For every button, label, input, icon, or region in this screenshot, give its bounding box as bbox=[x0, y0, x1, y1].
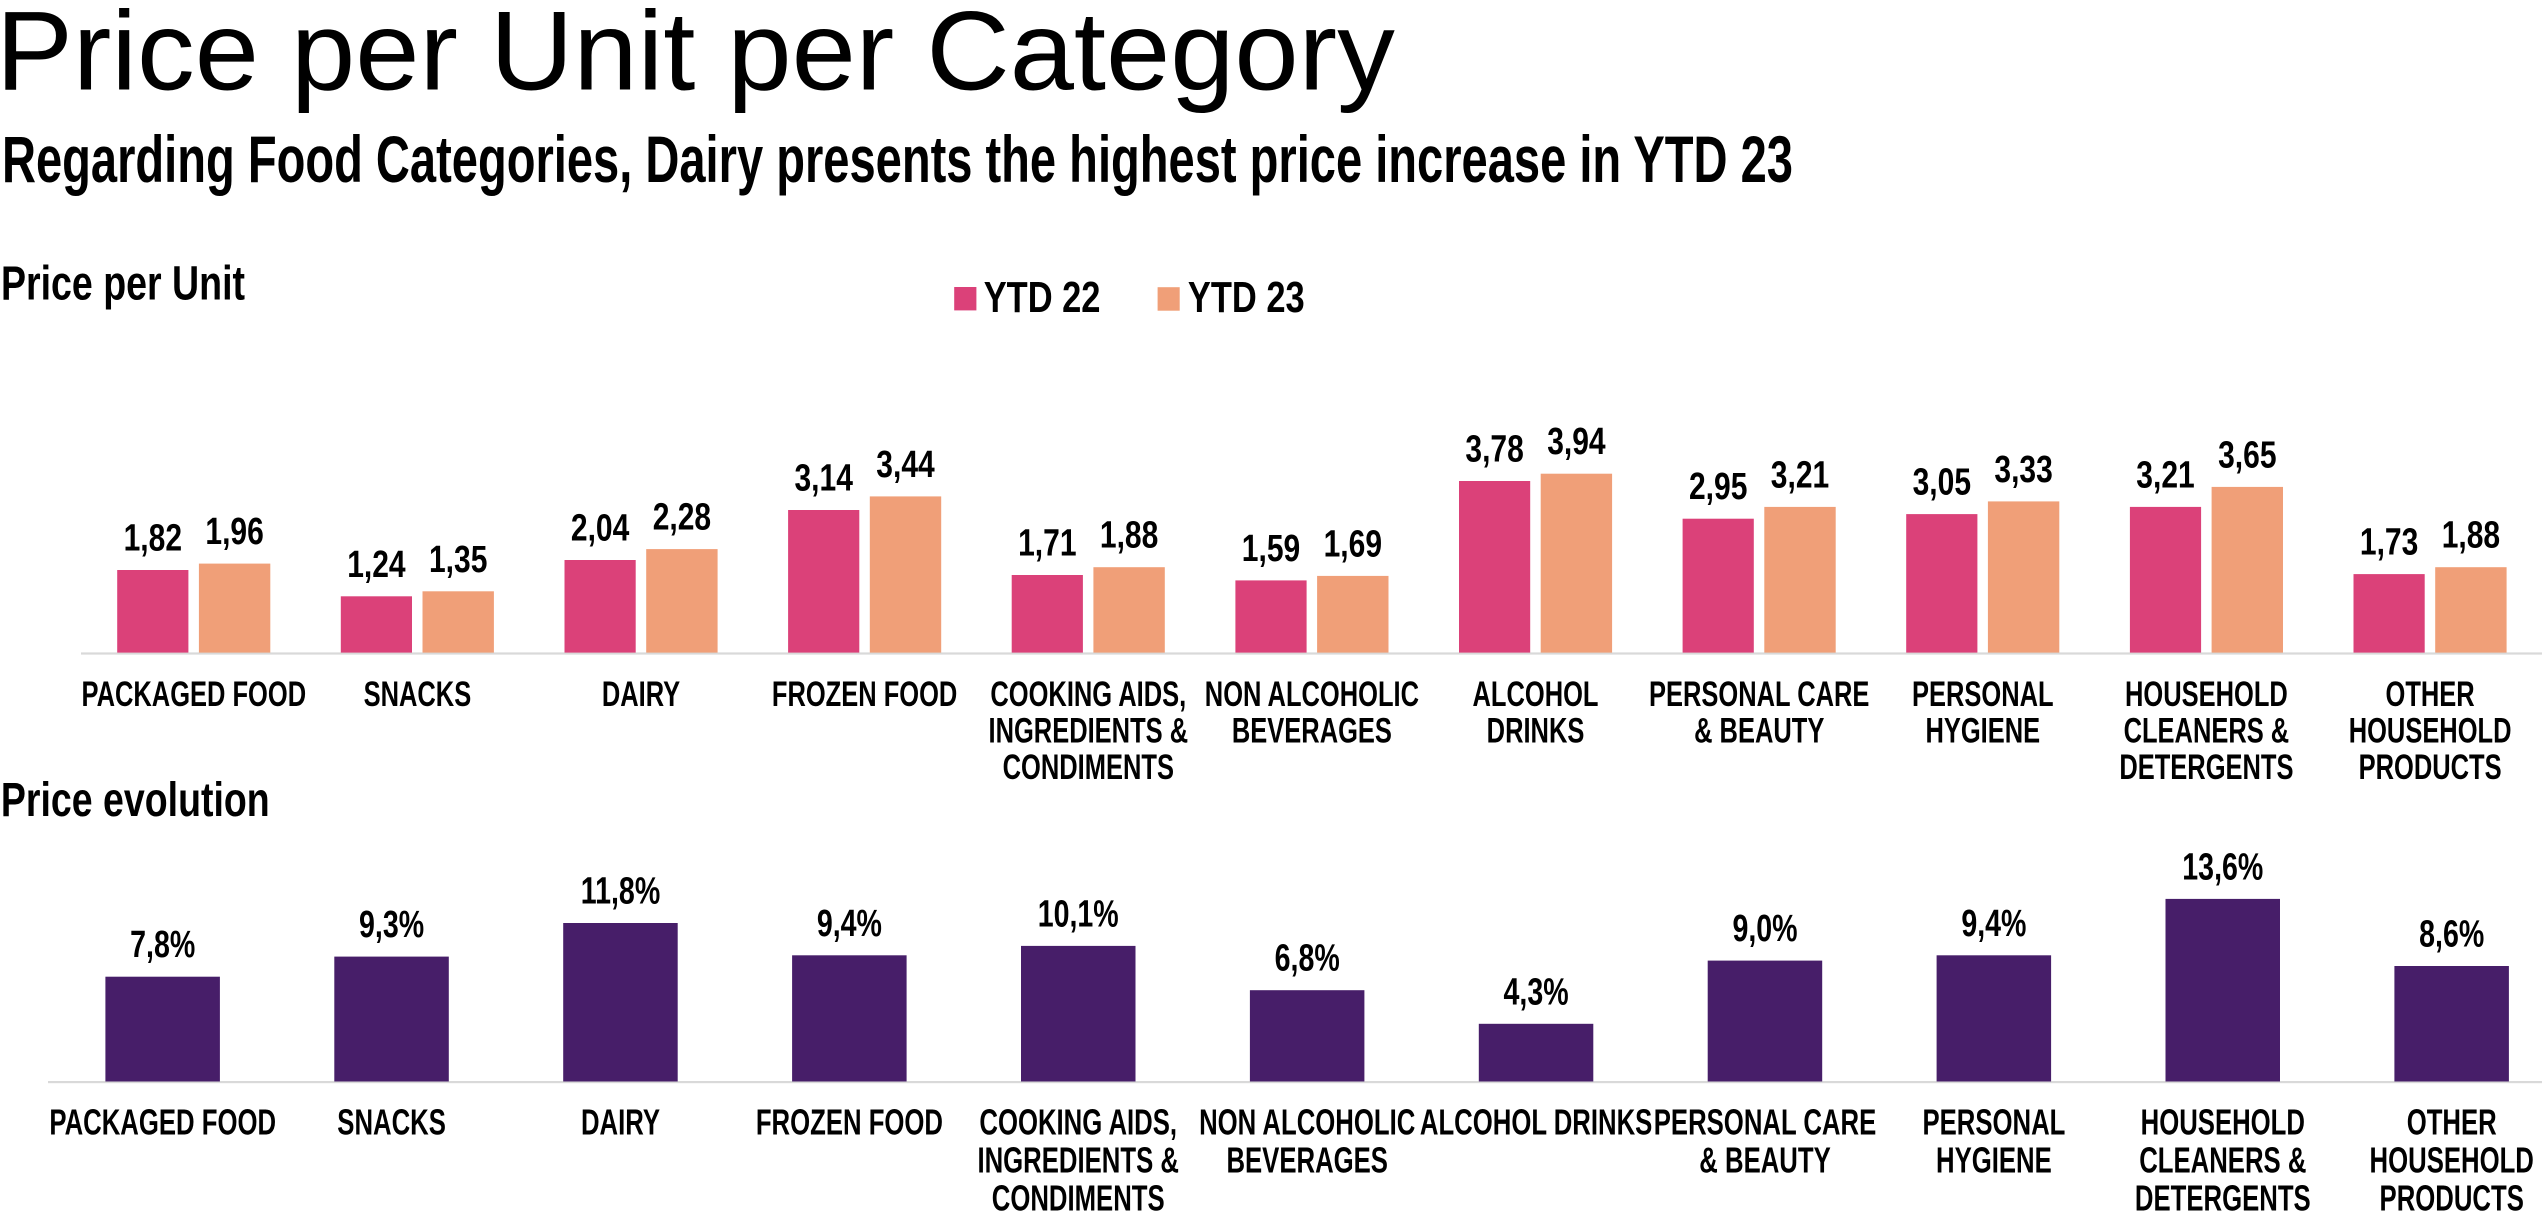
svg-text:PACKAGED FOOD: PACKAGED FOOD bbox=[49, 1101, 276, 1143]
svg-text:YTD 23: YTD 23 bbox=[1188, 273, 1305, 322]
svg-text:1,88: 1,88 bbox=[2442, 514, 2500, 556]
svg-text:DAIRY: DAIRY bbox=[581, 1101, 660, 1143]
svg-text:ALCOHOL DRINKS: ALCOHOL DRINKS bbox=[1420, 1101, 1652, 1143]
svg-text:11,8%: 11,8% bbox=[581, 871, 660, 913]
svg-text:4,3%: 4,3% bbox=[1504, 972, 1569, 1014]
svg-text:Regarding Food Categories, Dai: Regarding Food Categories, Dairy present… bbox=[2, 123, 1793, 197]
svg-text:CLEANERS &: CLEANERS & bbox=[2139, 1139, 2306, 1181]
svg-text:PERSONAL: PERSONAL bbox=[1912, 674, 2054, 714]
svg-text:COOKING AIDS,: COOKING AIDS, bbox=[990, 674, 1186, 714]
svg-text:PERSONAL: PERSONAL bbox=[1922, 1101, 2065, 1143]
svg-text:DETERGENTS: DETERGENTS bbox=[2135, 1177, 2311, 1219]
svg-text:CONDIMENTS: CONDIMENTS bbox=[1003, 747, 1174, 787]
svg-text:BEVERAGES: BEVERAGES bbox=[1226, 1139, 1388, 1181]
svg-text:1,71: 1,71 bbox=[1018, 522, 1076, 564]
svg-text:1,82: 1,82 bbox=[124, 517, 182, 559]
svg-text:PRODUCTS: PRODUCTS bbox=[2359, 747, 2502, 787]
svg-text:PERSONAL CARE: PERSONAL CARE bbox=[1654, 1101, 1876, 1143]
svg-text:1,59: 1,59 bbox=[1242, 528, 1300, 570]
svg-text:9,3%: 9,3% bbox=[359, 904, 424, 946]
svg-text:SNACKS: SNACKS bbox=[364, 674, 472, 714]
svg-text:HOUSEHOLD: HOUSEHOLD bbox=[2370, 1139, 2534, 1181]
svg-text:SNACKS: SNACKS bbox=[337, 1101, 446, 1143]
svg-text:7,8%: 7,8% bbox=[130, 924, 195, 966]
svg-text:NON ALCOHOLIC: NON ALCOHOLIC bbox=[1199, 1101, 1415, 1143]
svg-text:HOUSEHOLD: HOUSEHOLD bbox=[2141, 1101, 2305, 1143]
svg-text:HOUSEHOLD: HOUSEHOLD bbox=[2349, 710, 2512, 750]
svg-text:3,65: 3,65 bbox=[2218, 434, 2276, 476]
svg-text:3,44: 3,44 bbox=[876, 444, 934, 486]
svg-text:1,88: 1,88 bbox=[1100, 514, 1158, 556]
svg-text:PERSONAL CARE: PERSONAL CARE bbox=[1649, 674, 1869, 714]
svg-text:10,1%: 10,1% bbox=[1038, 894, 1119, 936]
svg-text:3,94: 3,94 bbox=[1547, 421, 1605, 463]
svg-text:DAIRY: DAIRY bbox=[602, 674, 681, 714]
svg-text:BEVERAGES: BEVERAGES bbox=[1232, 710, 1392, 750]
svg-text:OTHER: OTHER bbox=[2407, 1101, 2497, 1143]
svg-text:DRINKS: DRINKS bbox=[1487, 710, 1585, 750]
svg-text:ALCOHOL: ALCOHOL bbox=[1473, 674, 1599, 714]
svg-text:COOKING AIDS,: COOKING AIDS, bbox=[979, 1101, 1177, 1143]
svg-text:Price per Unit: Price per Unit bbox=[1, 257, 245, 310]
svg-text:1,35: 1,35 bbox=[429, 539, 487, 581]
svg-text:& BEAUTY: & BEAUTY bbox=[1694, 710, 1825, 750]
svg-text:2,95: 2,95 bbox=[1689, 466, 1747, 508]
svg-text:1,24: 1,24 bbox=[347, 544, 405, 586]
svg-text:CONDIMENTS: CONDIMENTS bbox=[992, 1177, 1165, 1219]
svg-text:FROZEN FOOD: FROZEN FOOD bbox=[772, 674, 957, 714]
svg-text:NON ALCOHOLIC: NON ALCOHOLIC bbox=[1205, 674, 1419, 714]
svg-text:3,14: 3,14 bbox=[794, 457, 852, 499]
svg-text:3,78: 3,78 bbox=[1465, 428, 1523, 470]
svg-text:HOUSEHOLD: HOUSEHOLD bbox=[2125, 674, 2288, 714]
svg-text:PRODUCTS: PRODUCTS bbox=[2380, 1177, 2524, 1219]
svg-text:CLEANERS &: CLEANERS & bbox=[2124, 710, 2290, 750]
svg-text:PACKAGED FOOD: PACKAGED FOOD bbox=[81, 674, 306, 714]
svg-text:& BEAUTY: & BEAUTY bbox=[1699, 1139, 1830, 1181]
svg-text:1,96: 1,96 bbox=[205, 511, 263, 553]
svg-text:FROZEN FOOD: FROZEN FOOD bbox=[756, 1101, 943, 1143]
svg-text:INGREDIENTS &: INGREDIENTS & bbox=[988, 710, 1188, 750]
svg-text:Price evolution: Price evolution bbox=[1, 774, 270, 827]
svg-text:13,6%: 13,6% bbox=[2182, 847, 2263, 889]
svg-text:9,4%: 9,4% bbox=[1961, 903, 2026, 945]
svg-text:2,04: 2,04 bbox=[571, 507, 629, 549]
svg-text:DETERGENTS: DETERGENTS bbox=[2119, 747, 2293, 787]
svg-text:HYGIENE: HYGIENE bbox=[1936, 1139, 2052, 1181]
svg-text:3,21: 3,21 bbox=[2136, 454, 2194, 496]
svg-text:8,6%: 8,6% bbox=[2419, 914, 2484, 956]
svg-text:1,73: 1,73 bbox=[2360, 521, 2418, 563]
svg-text:OTHER: OTHER bbox=[2386, 674, 2475, 714]
svg-text:3,33: 3,33 bbox=[1994, 449, 2052, 491]
svg-text:Price per Unit per Category: Price per Unit per Category bbox=[0, 0, 1395, 114]
svg-text:YTD 22: YTD 22 bbox=[984, 273, 1101, 322]
svg-text:2,28: 2,28 bbox=[653, 496, 711, 538]
svg-text:9,0%: 9,0% bbox=[1732, 908, 1797, 950]
svg-text:1,69: 1,69 bbox=[1324, 523, 1382, 565]
svg-text:6,8%: 6,8% bbox=[1275, 938, 1340, 980]
svg-text:3,21: 3,21 bbox=[1771, 454, 1829, 496]
svg-text:INGREDIENTS &: INGREDIENTS & bbox=[977, 1139, 1178, 1181]
svg-text:HYGIENE: HYGIENE bbox=[1925, 710, 2040, 750]
svg-text:3,05: 3,05 bbox=[1913, 461, 1971, 503]
svg-text:9,4%: 9,4% bbox=[817, 903, 882, 945]
